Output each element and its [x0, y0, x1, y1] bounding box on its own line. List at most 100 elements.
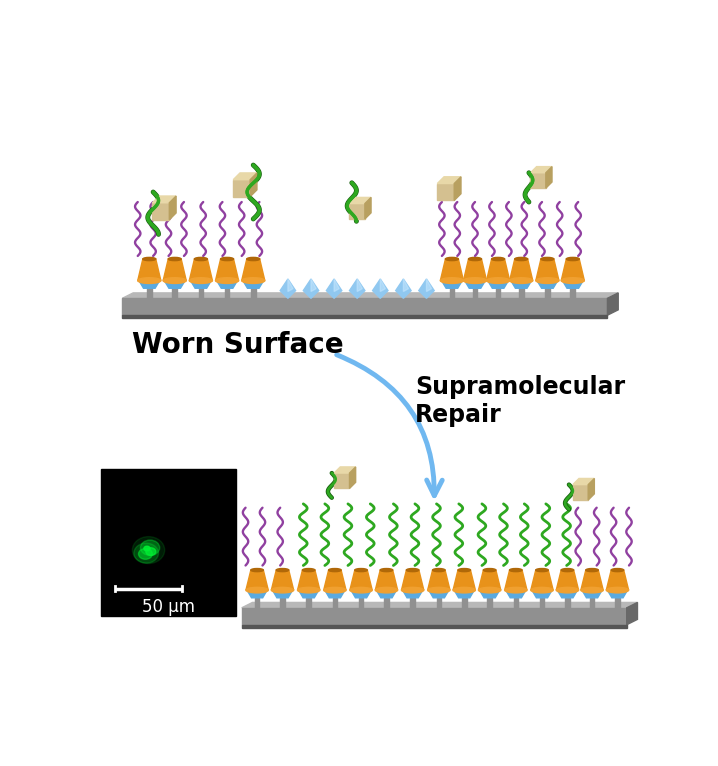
Ellipse shape [531, 588, 553, 593]
Polygon shape [437, 177, 461, 184]
Polygon shape [381, 279, 386, 292]
Polygon shape [532, 590, 552, 597]
Ellipse shape [537, 278, 558, 283]
Ellipse shape [302, 568, 315, 571]
Ellipse shape [510, 568, 522, 571]
Ellipse shape [536, 278, 559, 283]
Polygon shape [217, 280, 238, 288]
Polygon shape [152, 196, 176, 203]
Polygon shape [357, 279, 363, 292]
Ellipse shape [445, 257, 458, 260]
Polygon shape [449, 288, 454, 298]
Polygon shape [332, 597, 337, 607]
Polygon shape [557, 590, 577, 597]
Ellipse shape [139, 548, 152, 559]
Polygon shape [172, 288, 177, 298]
Polygon shape [419, 279, 434, 298]
Polygon shape [199, 288, 203, 298]
Ellipse shape [243, 278, 264, 283]
Ellipse shape [556, 588, 579, 593]
Polygon shape [190, 259, 213, 280]
Polygon shape [454, 590, 475, 597]
Polygon shape [537, 280, 558, 288]
Polygon shape [272, 590, 292, 597]
Ellipse shape [561, 568, 574, 571]
Polygon shape [573, 485, 588, 500]
Polygon shape [531, 570, 553, 590]
Polygon shape [540, 597, 544, 607]
Ellipse shape [483, 568, 496, 571]
Polygon shape [242, 602, 638, 607]
Polygon shape [251, 288, 256, 298]
Polygon shape [573, 479, 595, 485]
Ellipse shape [469, 257, 482, 260]
Ellipse shape [355, 568, 368, 571]
Polygon shape [288, 279, 293, 292]
Polygon shape [396, 279, 411, 298]
Polygon shape [478, 570, 500, 590]
Ellipse shape [567, 257, 579, 260]
Polygon shape [384, 597, 388, 607]
Polygon shape [437, 184, 454, 201]
Polygon shape [546, 167, 552, 188]
Polygon shape [122, 298, 607, 316]
Ellipse shape [272, 588, 292, 593]
Ellipse shape [478, 588, 500, 593]
Polygon shape [152, 203, 169, 220]
Polygon shape [350, 279, 365, 298]
Polygon shape [334, 473, 350, 489]
Polygon shape [122, 293, 618, 298]
Polygon shape [297, 570, 320, 590]
Polygon shape [243, 280, 264, 288]
Ellipse shape [453, 588, 475, 593]
Ellipse shape [276, 568, 289, 571]
Ellipse shape [376, 588, 398, 593]
Polygon shape [556, 570, 579, 590]
Polygon shape [588, 479, 595, 500]
Polygon shape [437, 597, 441, 607]
FancyArrowPatch shape [337, 355, 442, 496]
Ellipse shape [510, 278, 531, 283]
Polygon shape [505, 590, 526, 597]
Polygon shape [582, 590, 602, 597]
Ellipse shape [381, 568, 393, 571]
Ellipse shape [143, 257, 156, 260]
Polygon shape [365, 198, 371, 219]
Polygon shape [299, 590, 319, 597]
Ellipse shape [247, 257, 260, 260]
Polygon shape [565, 597, 569, 607]
Polygon shape [454, 177, 461, 201]
Ellipse shape [488, 278, 508, 283]
Text: Worn Surface: Worn Surface [131, 331, 343, 358]
Polygon shape [519, 288, 523, 298]
Ellipse shape [324, 588, 346, 593]
Ellipse shape [458, 568, 470, 571]
Ellipse shape [454, 588, 475, 593]
Polygon shape [571, 288, 575, 298]
Ellipse shape [242, 278, 265, 283]
Polygon shape [215, 259, 238, 280]
Polygon shape [280, 597, 285, 607]
Ellipse shape [582, 588, 602, 593]
Ellipse shape [428, 588, 450, 593]
Polygon shape [589, 597, 595, 607]
Polygon shape [350, 204, 365, 219]
Ellipse shape [190, 278, 213, 283]
Ellipse shape [432, 568, 445, 571]
Polygon shape [581, 570, 603, 590]
Text: 50 μm: 50 μm [141, 597, 195, 616]
Polygon shape [487, 259, 510, 280]
Ellipse shape [515, 257, 528, 260]
Polygon shape [561, 259, 584, 280]
Ellipse shape [442, 278, 462, 283]
Polygon shape [271, 570, 294, 590]
Ellipse shape [351, 588, 371, 593]
Polygon shape [163, 259, 186, 280]
Ellipse shape [246, 588, 269, 593]
Polygon shape [169, 196, 176, 220]
Ellipse shape [350, 588, 372, 593]
Ellipse shape [581, 588, 603, 593]
Polygon shape [480, 590, 500, 597]
Ellipse shape [144, 546, 150, 551]
Bar [101, 470, 236, 616]
